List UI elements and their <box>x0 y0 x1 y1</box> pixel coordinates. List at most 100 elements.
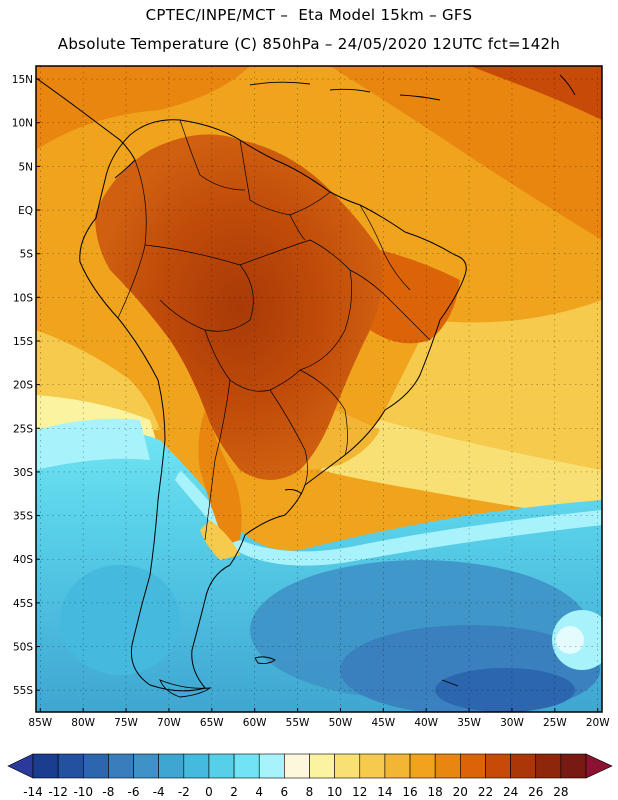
lat-label: 35S <box>13 511 33 523</box>
colorbar-tick-label: -12 <box>48 785 68 799</box>
field-se-band1 <box>380 300 602 470</box>
field-argentina-cool <box>200 520 240 560</box>
lon-label: 70W <box>157 717 181 729</box>
colorbar-box <box>284 753 310 779</box>
colorbar-box <box>82 753 109 779</box>
field-ne-brazil <box>370 250 460 344</box>
lat-label: 55S <box>13 685 33 697</box>
graticule <box>36 66 602 712</box>
lat-label: 15S <box>13 336 33 348</box>
lat-label: 40S <box>13 554 33 566</box>
colorbar-box <box>359 753 386 779</box>
south-america-outline <box>79 119 467 692</box>
colorbar-tick-label: 14 <box>377 785 392 799</box>
lon-label: 45W <box>371 717 395 729</box>
colorbar-box <box>57 753 84 779</box>
colorbar-box <box>510 753 537 779</box>
colorbar-box <box>334 753 361 779</box>
colorbar-box <box>309 753 335 779</box>
colorbar-tick-label: 22 <box>478 785 493 799</box>
lon-label: 85W <box>28 717 52 729</box>
field-nw-warm <box>36 66 250 150</box>
colorbar-tick-label: 4 <box>255 785 263 799</box>
lat-label: 10S <box>13 292 33 304</box>
colorbar-tick-label: 6 <box>281 785 289 799</box>
colorbar-box <box>384 753 411 779</box>
colorbar-box <box>208 753 235 779</box>
colorbar-tick-label: -14 <box>23 785 43 799</box>
lat-label: 15N <box>12 74 33 86</box>
lat-label: 25S <box>13 423 33 435</box>
lat-label: 5S <box>20 249 34 261</box>
lon-label: 35W <box>457 717 481 729</box>
colorbar-boxes <box>7 753 613 779</box>
latitude-axis: 15N 10N 5N EQ 5S 10S 15S 20S 25S 30S 35S 40S 45S 50S 5… <box>12 74 40 697</box>
map-title-line2: Absolute Temperature (C) 850hPa – 24/05/… <box>57 35 561 53</box>
colorbar-labels: -14 -12 -10 -8 -6 -4 -2 0 2 4 6 8 10 12 14 16 18 20 22 24 26… <box>23 785 568 799</box>
lat-label: 5N <box>18 161 33 173</box>
south-georgia <box>441 679 459 687</box>
colorbar-tick-label: 16 <box>402 785 417 799</box>
lon-label: 60W <box>243 717 267 729</box>
lat-label: 30S <box>13 467 33 479</box>
colorbar-tick-label: 26 <box>528 785 543 799</box>
map-frame <box>35 65 603 713</box>
caribbean-islands <box>249 74 576 101</box>
lat-label: 50S <box>13 642 33 654</box>
lon-label: 40W <box>414 717 438 729</box>
field-cold-front-edge <box>175 470 602 566</box>
lat-label: 45S <box>13 598 33 610</box>
lon-label: 80W <box>71 717 95 729</box>
map-title-line1: CPTEC/INPE/MCT – Eta Model 15km – GFS <box>145 6 473 24</box>
colorbar-box <box>485 753 511 779</box>
field-south-brazil <box>300 410 380 470</box>
field-continent-heat <box>95 134 384 480</box>
colorbar-box <box>158 753 185 779</box>
colorbar-tick-label: 8 <box>306 785 314 799</box>
field-se-band2 <box>320 420 602 520</box>
colorbar-tick-label: 24 <box>503 785 518 799</box>
colorbar-tick-label: 12 <box>352 785 367 799</box>
colorbar-tick-label: 10 <box>327 785 342 799</box>
colorbar-tick-label: -10 <box>73 785 93 799</box>
field-ne-hot <box>470 66 602 120</box>
lon-label: 55W <box>286 717 310 729</box>
colorbar-tick-label: 28 <box>553 785 568 799</box>
tierra-del-fuego <box>159 679 212 698</box>
colorbar-box <box>183 753 210 779</box>
colorbar-box <box>233 753 260 779</box>
colorbar-box <box>108 753 134 779</box>
colorbar-tick-label: -6 <box>128 785 140 799</box>
colorbar-tick-label: 2 <box>230 785 238 799</box>
colorbar-tick-label: 20 <box>453 785 468 799</box>
lon-label: 75W <box>114 717 138 729</box>
lon-label: 25W <box>543 717 567 729</box>
colorbar-tick-label: -4 <box>153 785 165 799</box>
colorbar-box <box>434 753 461 779</box>
lon-label: 50W <box>329 717 353 729</box>
lat-label: EQ <box>18 205 33 217</box>
field-cold-hole-center <box>556 626 584 654</box>
rio-de-la-plata <box>284 489 303 495</box>
colorbar-box <box>32 753 59 779</box>
colorbar-tick-label: 0 <box>205 785 213 799</box>
colorbar-box <box>409 753 436 779</box>
lon-label: 65W <box>200 717 224 729</box>
field-pacific-cool <box>36 418 150 470</box>
colorbar-box <box>460 753 486 779</box>
colorbar-over-arrow <box>585 753 613 779</box>
colorbar-tick-label: -2 <box>178 785 190 799</box>
country-borders <box>117 119 431 541</box>
colorbar-under-arrow <box>7 753 34 779</box>
lat-label: 10N <box>12 118 33 130</box>
colorbar-box <box>258 753 285 779</box>
field-argentina-warm <box>198 410 242 545</box>
lon-label: 30W <box>500 717 524 729</box>
colorbar-box <box>535 753 562 779</box>
field-pacific-cold <box>60 565 180 675</box>
lat-label: 20S <box>13 380 33 392</box>
colorbar-box <box>560 753 587 779</box>
colorbar-box <box>133 753 159 779</box>
